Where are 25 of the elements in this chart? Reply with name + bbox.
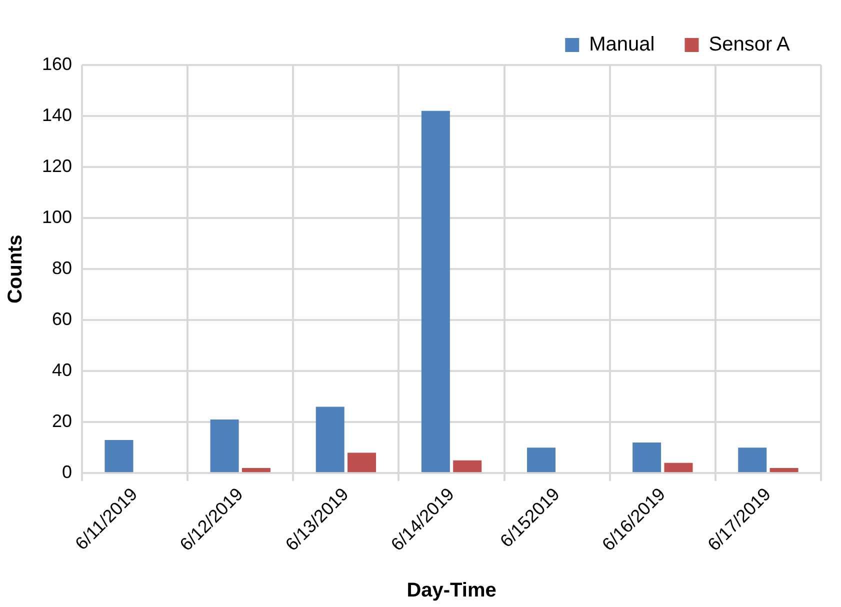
legend-label: Manual bbox=[589, 34, 655, 56]
bar bbox=[421, 110, 450, 472]
y-tick-label: 100 bbox=[42, 207, 72, 228]
y-tick-label: 20 bbox=[52, 411, 72, 432]
bar bbox=[526, 448, 556, 472]
bar bbox=[210, 420, 239, 472]
bar bbox=[104, 440, 134, 472]
bar bbox=[348, 452, 376, 472]
bar bbox=[770, 468, 798, 472]
x-axis-title: Day-Time bbox=[406, 580, 496, 602]
y-tick-label: 140 bbox=[42, 104, 72, 125]
bar bbox=[453, 460, 482, 472]
bar bbox=[632, 442, 662, 472]
y-tick-label: 60 bbox=[52, 309, 72, 330]
bar bbox=[664, 462, 693, 472]
y-tick-label: 80 bbox=[52, 258, 72, 278]
y-tick-label: 40 bbox=[52, 360, 72, 380]
y-axis-title: Counts bbox=[4, 234, 27, 304]
bar bbox=[242, 468, 270, 472]
bar bbox=[738, 448, 767, 472]
y-tick-label: 120 bbox=[42, 156, 72, 176]
bar bbox=[316, 406, 344, 472]
y-tick-label: 0 bbox=[62, 462, 72, 482]
y-tick-label: 160 bbox=[42, 54, 72, 74]
legend-label: Sensor A bbox=[708, 34, 791, 56]
